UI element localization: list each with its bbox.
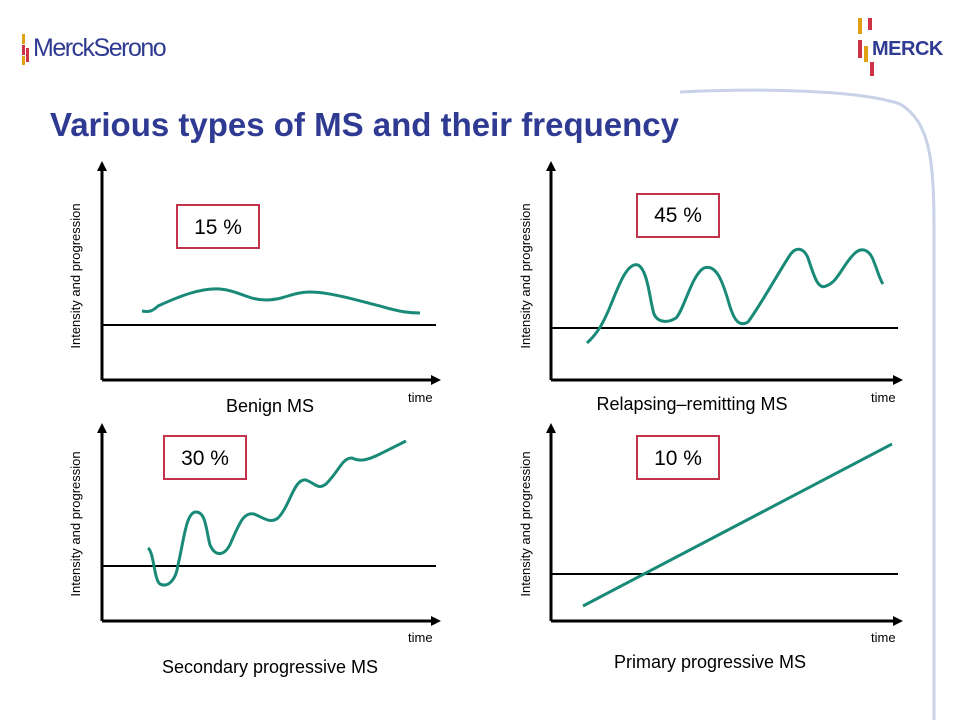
frequency-value: 45 % [654, 204, 702, 227]
y-axis-label: Intensity and progression [68, 451, 83, 596]
panel-primary-progressive-ms: 10 % Intensity and progression time Prim… [518, 423, 903, 672]
y-axis-label: Intensity and progression [518, 203, 533, 348]
panel-label: Primary progressive MS [614, 652, 806, 672]
panel-benign-ms: 15 % Intensity and progression time Beni… [68, 161, 441, 416]
frequency-value: 15 % [194, 216, 242, 239]
y-axis-label: Intensity and progression [518, 451, 533, 596]
panel-label: Benign MS [226, 396, 314, 416]
panel-label: Relapsing–remitting MS [596, 394, 787, 414]
panel-secondary-progressive-ms: 30 % Intensity and progression time Seco… [68, 423, 441, 677]
x-axis-label: time [871, 630, 896, 645]
merck-serono-logo-mark [22, 34, 30, 66]
page-title: Various types of MS and their frequency [50, 106, 679, 143]
course-line [582, 442, 893, 608]
panel-label: Secondary progressive MS [162, 657, 378, 677]
x-axis-label: time [871, 390, 896, 405]
frequency-box [176, 204, 260, 249]
x-axis-label: time [408, 630, 433, 645]
course-curve [585, 247, 885, 345]
frequency-value: 30 % [181, 447, 229, 470]
frequency-value: 10 % [654, 447, 702, 470]
x-axis-label: time [408, 390, 433, 405]
panel-relapsing-remitting-ms: 45 % Intensity and progression time Rela… [518, 161, 903, 414]
merck-logo: MERCK [856, 18, 943, 78]
merck-serono-logo-text: MerckSerono [33, 34, 167, 62]
course-curve [141, 287, 421, 315]
frequency-box [636, 435, 720, 480]
course-curve [146, 439, 407, 587]
y-axis-label: Intensity and progression [68, 203, 83, 348]
merck-logo-text: MERCK [872, 38, 943, 60]
frequency-box [636, 193, 720, 238]
frequency-box [163, 435, 247, 480]
